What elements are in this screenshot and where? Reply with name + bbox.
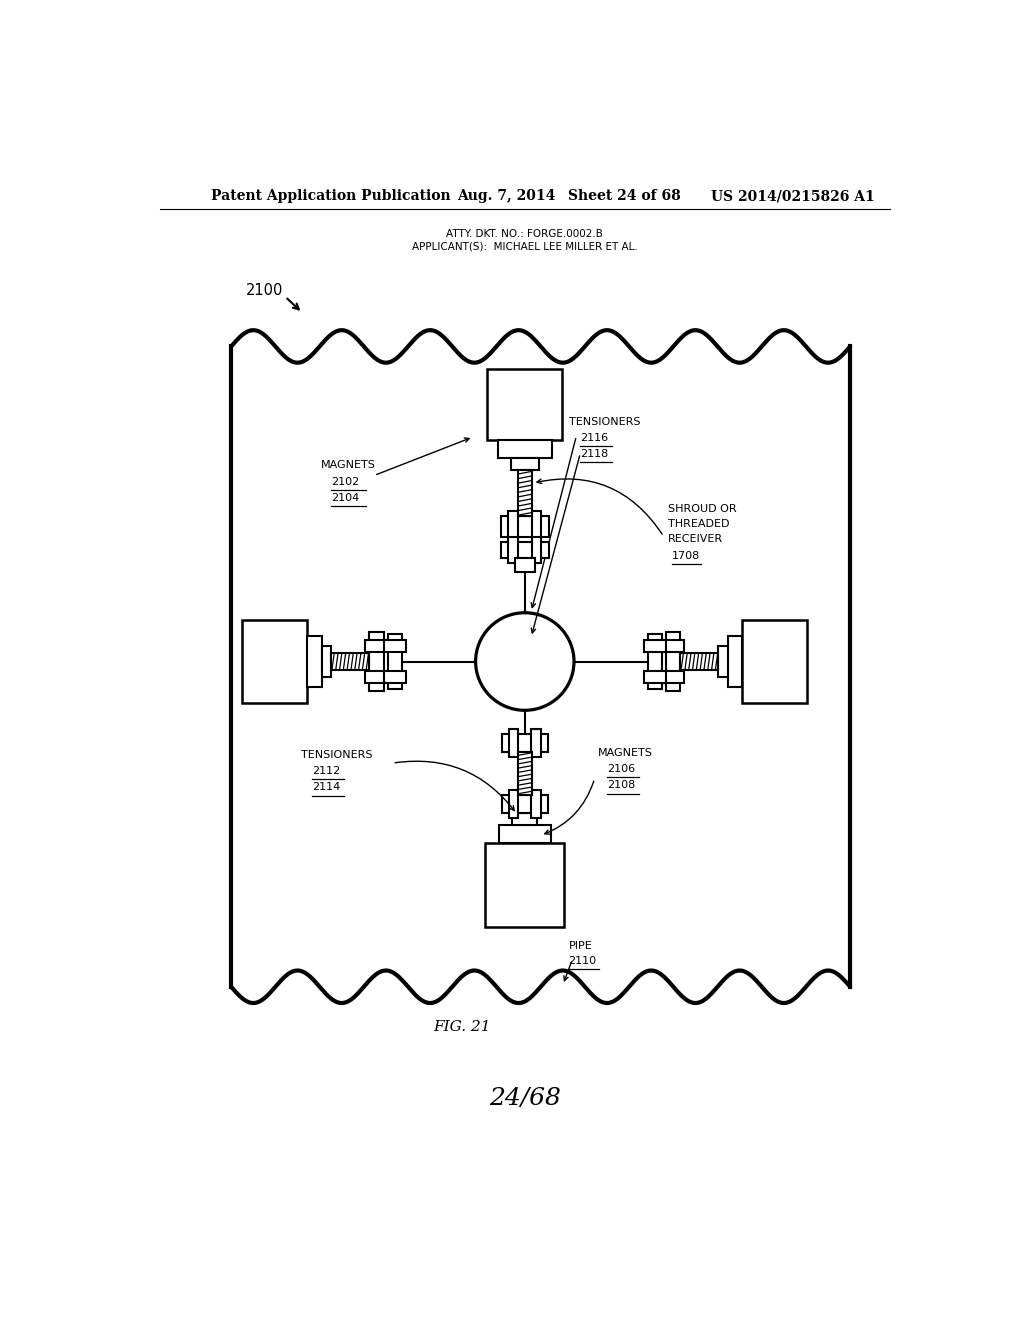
Text: 2110: 2110	[568, 956, 597, 966]
Text: MAGNETS: MAGNETS	[598, 748, 652, 758]
Text: Patent Application Publication: Patent Application Publication	[211, 189, 451, 203]
Bar	[485, 843, 564, 927]
Bar	[511, 458, 539, 470]
Bar	[742, 620, 807, 704]
Text: SHROUD OR: SHROUD OR	[668, 504, 736, 513]
Bar	[666, 632, 680, 690]
Bar	[531, 729, 541, 758]
Bar	[331, 653, 370, 669]
Bar	[499, 825, 551, 843]
FancyArrowPatch shape	[395, 762, 514, 810]
Bar	[648, 634, 663, 689]
Bar	[384, 640, 406, 652]
Bar	[509, 789, 518, 818]
Bar	[370, 632, 384, 690]
Bar	[387, 634, 401, 689]
Text: Aug. 7, 2014: Aug. 7, 2014	[458, 189, 556, 203]
Text: 2112: 2112	[312, 766, 340, 776]
Bar	[663, 640, 684, 652]
Bar	[501, 541, 549, 558]
Bar	[322, 647, 331, 677]
Bar	[501, 516, 549, 536]
Bar	[719, 647, 728, 677]
Bar	[508, 511, 518, 541]
Bar	[663, 671, 684, 682]
Text: 2106: 2106	[607, 764, 636, 774]
Text: 2118: 2118	[581, 449, 608, 459]
Bar	[512, 813, 538, 825]
Text: US 2014/0215826 A1: US 2014/0215826 A1	[712, 189, 876, 203]
Bar	[515, 558, 535, 572]
Text: 1708: 1708	[672, 550, 699, 561]
Bar	[644, 640, 666, 652]
Text: 2114: 2114	[312, 783, 340, 792]
Bar	[644, 671, 666, 682]
Text: THREADED: THREADED	[668, 519, 729, 529]
Bar	[366, 640, 387, 652]
Bar	[518, 470, 531, 516]
Bar	[487, 368, 562, 440]
Text: MAGNETS: MAGNETS	[321, 461, 376, 470]
Bar	[531, 511, 542, 541]
Text: Sheet 24 of 68: Sheet 24 of 68	[568, 189, 681, 203]
Text: 2100: 2100	[246, 282, 283, 298]
Text: FIG. 21: FIG. 21	[433, 1020, 492, 1035]
Text: 24/68: 24/68	[488, 1088, 561, 1110]
FancyArrowPatch shape	[545, 781, 594, 834]
Text: PIPE: PIPE	[568, 941, 592, 950]
Bar	[502, 734, 548, 752]
Text: 2102: 2102	[331, 477, 359, 487]
Bar	[531, 536, 542, 562]
Bar	[509, 729, 518, 758]
Bar	[243, 620, 307, 704]
Text: 2116: 2116	[581, 433, 608, 442]
Bar	[531, 789, 541, 818]
Text: TENSIONERS: TENSIONERS	[569, 417, 641, 426]
Text: APPLICANT(S):  MICHAEL LEE MILLER ET AL.: APPLICANT(S): MICHAEL LEE MILLER ET AL.	[412, 242, 638, 252]
Bar	[728, 636, 742, 686]
FancyArrowPatch shape	[537, 479, 663, 535]
Text: 2108: 2108	[607, 780, 636, 791]
Bar	[384, 671, 406, 682]
Bar	[508, 536, 518, 562]
Bar	[366, 671, 387, 682]
Text: ATTY. DKT. NO.: FORGE.0002.B: ATTY. DKT. NO.: FORGE.0002.B	[446, 228, 603, 239]
Bar	[307, 636, 322, 686]
Text: 2104: 2104	[331, 492, 359, 503]
Bar	[680, 653, 719, 669]
Bar	[502, 795, 548, 813]
Bar	[498, 440, 552, 458]
Bar	[518, 752, 531, 795]
Text: TENSIONERS: TENSIONERS	[301, 750, 373, 760]
Text: RECEIVER: RECEIVER	[668, 535, 723, 544]
